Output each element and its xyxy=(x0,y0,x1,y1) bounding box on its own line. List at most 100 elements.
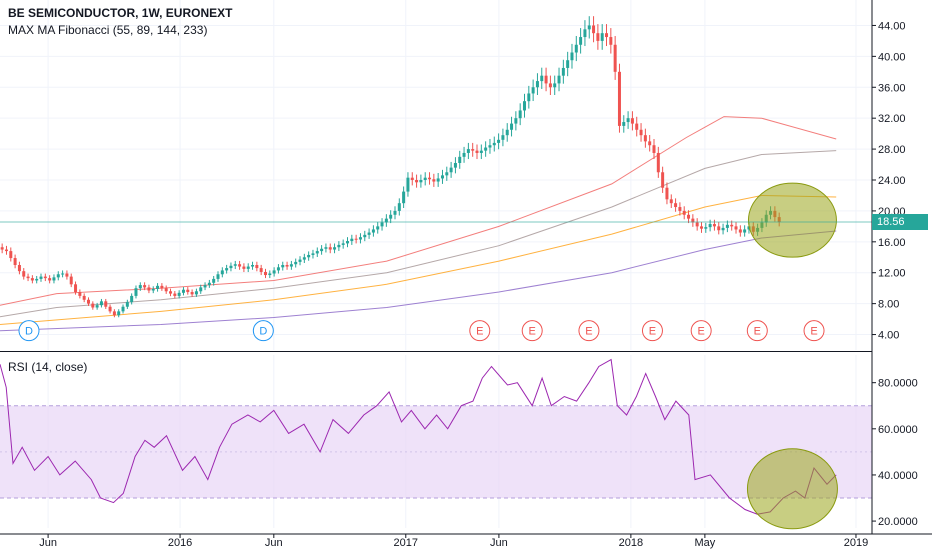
event-marker-circle-4 xyxy=(578,320,600,342)
candle-body-171 xyxy=(738,229,742,233)
candle-body-169 xyxy=(730,224,734,227)
candle-body-83 xyxy=(358,237,362,240)
candle-body-148 xyxy=(639,129,643,136)
candle-body-70 xyxy=(302,257,306,260)
candle-body-131 xyxy=(566,60,570,68)
time-tick-label-6: May xyxy=(694,537,715,549)
candle-body-107 xyxy=(462,152,466,157)
candle-body-116 xyxy=(501,135,505,140)
candle-body-112 xyxy=(484,147,488,151)
candle-body-95 xyxy=(410,177,414,180)
time-tick-label-5: 2018 xyxy=(619,537,643,549)
candle-body-97 xyxy=(419,180,423,183)
candle-body-114 xyxy=(492,142,496,146)
candle-body-24 xyxy=(104,301,108,307)
candle-body-134 xyxy=(579,37,583,45)
candle-body-50 xyxy=(216,274,220,279)
candle-body-65 xyxy=(281,265,285,268)
candle-body-133 xyxy=(574,44,578,53)
candle-body-123 xyxy=(531,87,535,94)
time-tick-label-2: Jun xyxy=(265,537,283,549)
candle-body-111 xyxy=(479,150,483,153)
candle-body-151 xyxy=(652,145,656,153)
candle-body-165 xyxy=(712,224,716,227)
price-tick-label-7: 32.00 xyxy=(878,113,906,125)
rsi-tick-label-2: 60.0000 xyxy=(878,424,918,436)
candle-body-22 xyxy=(95,305,99,308)
candle-body-162 xyxy=(699,226,703,229)
candle-body-43 xyxy=(186,289,190,293)
highlights xyxy=(746,182,838,530)
time-tick-label-4: Jun xyxy=(490,537,508,549)
candle-body-23 xyxy=(99,301,103,306)
candle-body-110 xyxy=(475,150,479,153)
candle-body-64 xyxy=(276,267,280,271)
candle-body-124 xyxy=(535,81,539,88)
candle-body-84 xyxy=(363,234,367,238)
candle-body-78 xyxy=(337,244,341,248)
candle-body-156 xyxy=(674,203,678,208)
candle-body-7 xyxy=(30,278,34,281)
candle-body-118 xyxy=(510,123,514,130)
candle-body-85 xyxy=(367,232,371,235)
event-marker-circle-6 xyxy=(690,320,712,342)
candle-body-35 xyxy=(151,288,155,291)
candle-body-51 xyxy=(220,270,224,275)
candle-body-11 xyxy=(48,278,52,281)
candle-body-86 xyxy=(371,229,375,233)
candle-body-73 xyxy=(315,251,319,254)
candle-body-5 xyxy=(22,271,26,277)
candle-body-58 xyxy=(251,265,255,267)
candle-body-15 xyxy=(65,273,69,277)
candle-body-10 xyxy=(43,276,47,279)
candle-body-130 xyxy=(561,67,565,76)
price-highlight-ellipse xyxy=(747,182,837,258)
candle-body-53 xyxy=(229,265,233,269)
candle-body-164 xyxy=(708,224,712,228)
candle-body-1 xyxy=(4,249,8,252)
candle-body-136 xyxy=(587,25,591,30)
event-marker-label-7: E xyxy=(754,326,761,338)
candle-body-79 xyxy=(341,243,345,245)
candle-body-138 xyxy=(596,33,600,41)
candle-body-33 xyxy=(143,285,147,288)
price-tick-label-1: 8.00 xyxy=(878,299,899,311)
candle-body-80 xyxy=(346,241,350,244)
candle-body-128 xyxy=(553,83,557,88)
event-marker-circle-2 xyxy=(469,320,491,342)
candle-body-94 xyxy=(406,177,410,192)
candle-body-17 xyxy=(74,284,78,293)
candle-body-18 xyxy=(78,292,82,296)
time-tick-label-1: 2016 xyxy=(168,537,192,549)
candle-body-145 xyxy=(626,118,630,123)
candle-body-82 xyxy=(354,238,358,240)
candle-body-13 xyxy=(56,274,60,278)
event-marker-label-8: E xyxy=(810,326,817,338)
candle-body-155 xyxy=(669,199,673,204)
candle-body-29 xyxy=(125,302,129,307)
candle-body-161 xyxy=(695,222,699,227)
price-tick-label-10: 44.00 xyxy=(878,20,906,32)
candle-body-88 xyxy=(380,222,384,227)
candle-body-119 xyxy=(514,118,518,124)
candle-body-66 xyxy=(285,265,289,267)
candle-body-146 xyxy=(630,118,634,124)
candle-body-16 xyxy=(69,276,73,285)
candle-body-129 xyxy=(557,75,561,84)
rsi-tick-label-0: 20.0000 xyxy=(878,516,918,528)
candle-body-139 xyxy=(600,33,604,41)
candle-body-125 xyxy=(540,75,544,82)
candle-body-126 xyxy=(544,75,548,84)
candle-body-98 xyxy=(423,177,427,180)
candle-body-77 xyxy=(333,247,337,250)
candle-body-104 xyxy=(449,167,453,173)
event-marker-label-5: E xyxy=(649,326,656,338)
ma-line-0 xyxy=(0,116,837,306)
candle-body-153 xyxy=(661,172,665,188)
rsi-line xyxy=(0,358,837,515)
event-marker-circle-7 xyxy=(746,320,768,342)
candle-body-132 xyxy=(570,52,574,61)
